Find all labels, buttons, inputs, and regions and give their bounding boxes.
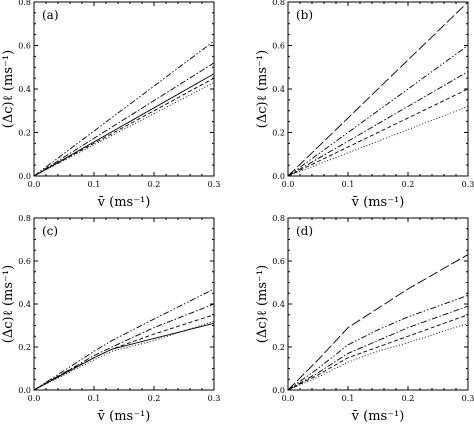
y-tick-label: 0.2 [18,343,31,352]
series-line-dashdot [287,71,469,177]
series-line-dashed [287,314,469,391]
panel-label: (b) [296,8,313,22]
y-tick-label: 0.6 [272,257,285,266]
x-tick-label: 0.1 [88,394,101,403]
x-tick-label: 0.2 [402,394,415,403]
series-line-dotted [33,320,215,391]
panel-label: (c) [42,224,58,238]
y-axis-label: (Δc)ℓ (ms⁻¹) [1,50,16,128]
x-tick-label: 0.3 [208,180,221,189]
series-line-solid [33,73,215,177]
y-tick-label: 0.4 [18,85,31,94]
x-tick-label: 0.3 [462,180,474,189]
x-tick-label: 0.2 [402,180,415,189]
y-tick-label: 0.8 [272,0,285,7]
y-tick-label: 0.2 [272,129,285,138]
plot-frame [33,217,215,391]
chart-panel-3: 0.0 0.1 0.2 0.3 0.0 0.2 0.4 0.6 0.8 (c) v̄ (ms⁻¹) (… [1,214,220,424]
y-tick-label: 0.0 [18,172,31,181]
y-axis-label: (Δc)ℓ (ms⁻¹) [255,265,270,343]
x-tick-label: 0.2 [148,180,161,189]
y-tick-label: 0.4 [18,300,31,309]
series-line-dashdotdot [33,40,215,177]
y-tick-label: 0.6 [272,42,285,51]
y-axis-label: (Δc)ℓ (ms⁻¹) [1,265,16,343]
x-axis-label: v̄ (ms⁻¹) [97,195,151,210]
series-line-dotted [33,82,215,177]
series-line-dashdot [287,305,469,391]
series-line-dashed [287,88,469,177]
x-tick-label: 0.1 [342,394,355,403]
y-tick-label: 0.0 [18,386,31,395]
y-tick-label: 0.8 [18,0,31,7]
panel-label: (a) [42,8,59,22]
y-tick-label: 0.6 [18,42,31,51]
series-line-dashed [33,314,215,391]
series-line-dashdot [33,303,215,391]
x-axis-label: v̄ (ms⁻¹) [97,409,151,424]
x-tick-label: 0.2 [148,394,161,403]
series-line-dotted [287,105,469,177]
x-tick-label: 0.3 [462,394,474,403]
x-tick-label: 0.1 [342,180,355,189]
y-tick-label: 0.6 [18,257,31,266]
y-tick-label: 0.4 [272,85,285,94]
x-tick-label: 0.0 [28,394,41,403]
series-line-longdash [287,1,469,177]
y-tick-label: 0.4 [272,300,285,309]
x-axis-label: v̄ (ms⁻¹) [351,195,405,210]
chart-panel-1: 0.0 0.1 0.2 0.3 0.0 0.2 0.4 0.6 0.8 (a) v̄ (ms⁻¹) (… [1,0,220,210]
x-tick-label: 0.1 [88,180,101,189]
y-tick-label: 0.0 [272,386,285,395]
x-tick-label: 0.3 [208,394,221,403]
x-tick-label: 0.0 [28,180,41,189]
series-line-dotted [287,322,469,391]
series-line-dashed [33,77,215,177]
plot-frame [287,217,469,391]
series-line-solid [33,322,215,391]
series-line-longdash [287,254,469,391]
panel-label: (d) [296,224,313,238]
y-tick-label: 0.8 [272,214,285,223]
y-axis-label: (Δc)ℓ (ms⁻¹) [255,50,270,128]
series-line-dashdotdot [33,288,215,391]
x-tick-label: 0.0 [282,180,295,189]
series-line-dashdotdot [287,294,469,391]
chart-panel-2: 0.0 0.1 0.2 0.3 0.0 0.2 0.4 0.6 0.8 (b) v̄ (ms⁻¹) (… [255,0,474,210]
y-tick-label: 0.2 [272,343,285,352]
y-tick-label: 0.8 [18,214,31,223]
y-tick-label: 0.2 [18,129,31,138]
x-axis-label: v̄ (ms⁻¹) [351,409,405,424]
y-tick-label: 0.0 [272,172,285,181]
series-line-dashdot [33,62,215,177]
series-line-dashdotdot [287,45,469,177]
x-tick-label: 0.0 [282,394,295,403]
chart-panel-4: 0.0 0.1 0.2 0.3 0.0 0.2 0.4 0.6 0.8 (d) v̄ (ms⁻¹) (… [255,214,474,424]
